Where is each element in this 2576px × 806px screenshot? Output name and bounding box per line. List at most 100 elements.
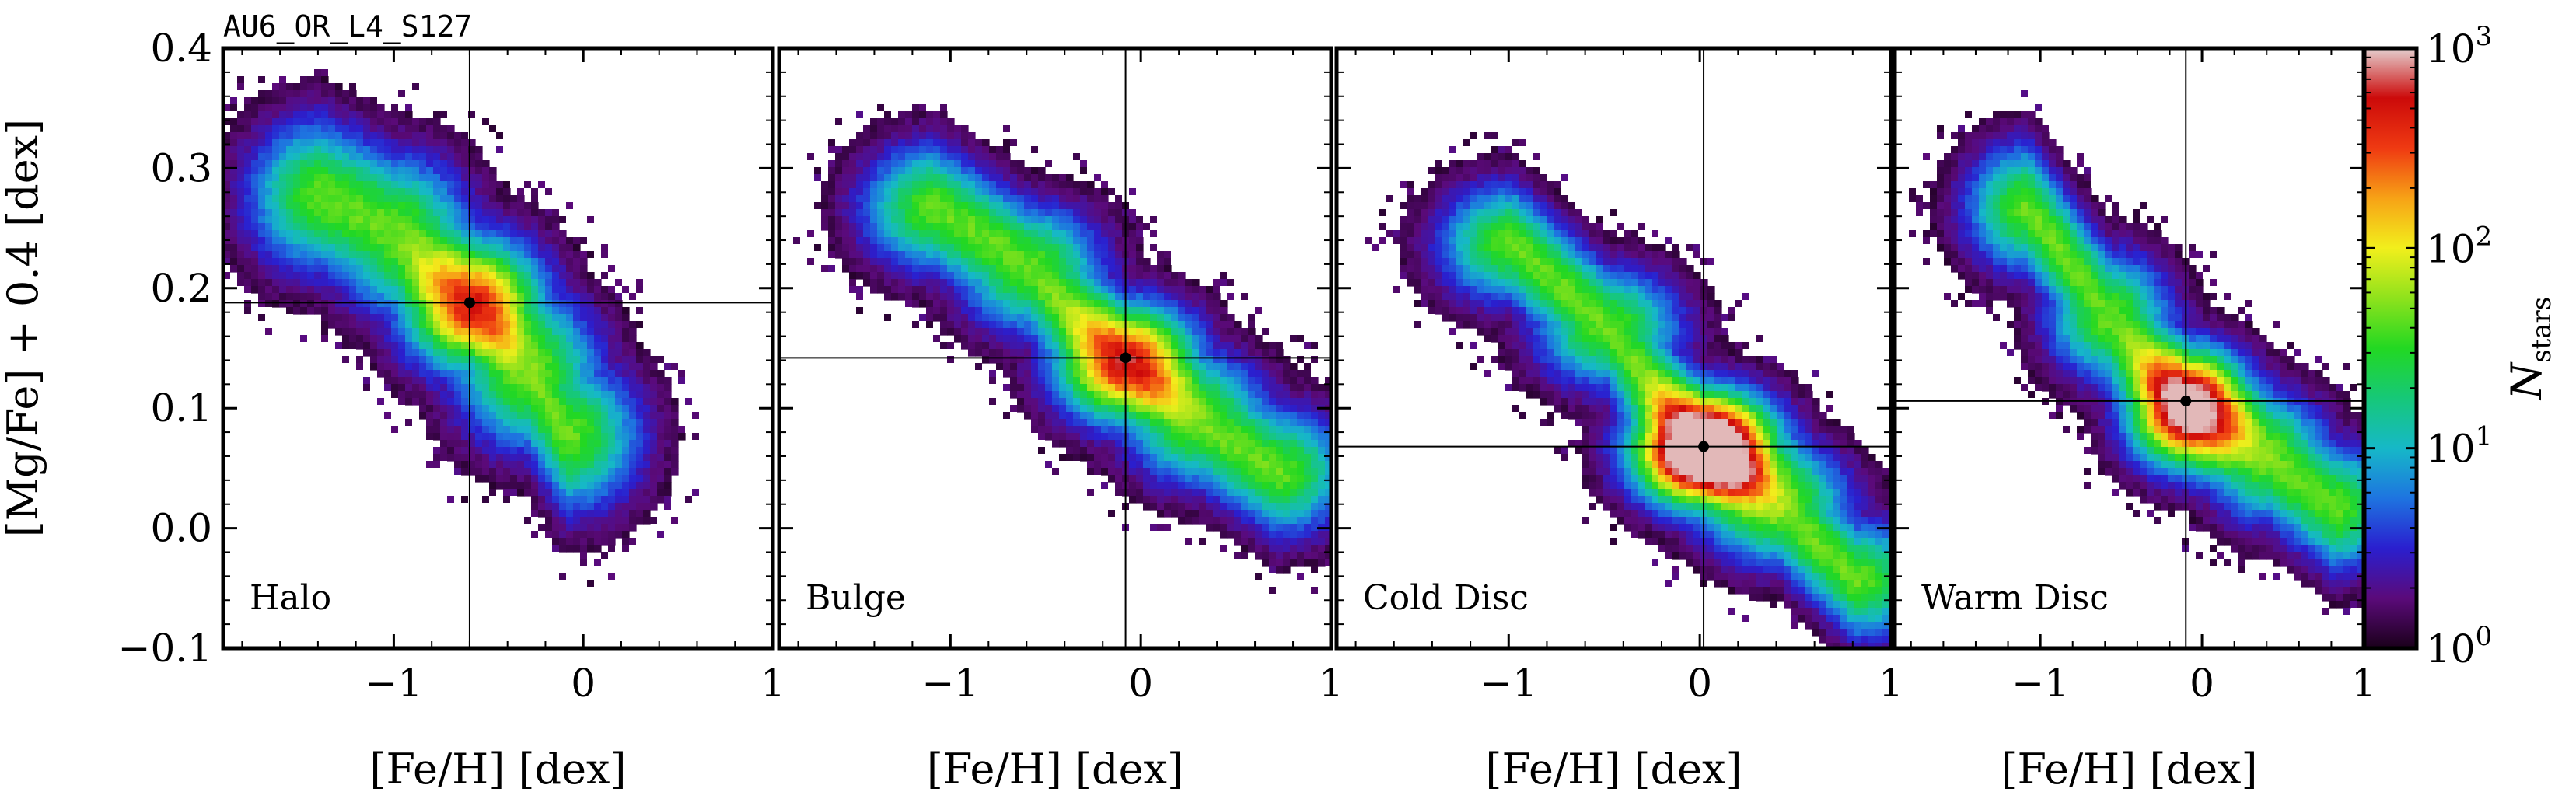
density-cell [940,146,948,154]
density-cell [1052,265,1060,273]
density-cell [447,125,455,133]
density-cell [559,342,567,350]
density-cell [615,461,623,469]
density-cell [545,384,553,392]
density-cell [426,139,434,147]
density-cell [870,237,878,245]
density-cell [1269,461,1277,469]
density-cell [461,349,469,357]
density-cell [898,125,906,133]
density-cell [552,475,560,483]
density-cell [335,293,343,301]
density-cell [891,286,899,294]
density-cell [440,195,448,203]
density-cell [636,377,644,385]
density-cell [426,461,433,468]
density-cell [552,468,560,476]
density-cell [300,111,308,119]
density-cell [587,251,594,258]
density-cell [1234,433,1242,441]
density-cell [258,139,266,147]
density-cell [835,167,843,175]
density-cell [447,153,455,161]
density-cell [919,202,927,210]
density-cell [629,517,637,525]
density-cell [363,118,371,126]
density-cell [884,202,892,210]
density-cell [1255,391,1263,399]
density-cell [433,293,441,301]
density-cell [1066,405,1074,413]
density-cell [489,370,497,378]
density-cell [1206,482,1214,490]
density-cell [1276,356,1284,364]
density-cell [496,433,504,441]
density-cell [1178,405,1186,413]
density-cell [314,97,322,105]
density-cell [1087,363,1095,371]
density-cell [538,503,546,511]
density-cell [1164,503,1172,511]
density-cell [989,314,997,322]
density-cell [1066,223,1074,231]
density-cell [1255,496,1263,504]
density-cell [405,132,413,140]
density-cell [1164,468,1172,476]
density-cell [1220,412,1228,420]
density-cell [1115,209,1123,217]
density-cell [384,188,392,196]
density-cell [1094,335,1102,343]
density-cell [566,307,574,315]
density-cell [671,419,679,427]
density-cell [1171,335,1179,343]
density-cell [412,265,420,273]
density-cell [391,244,399,252]
density-cell [468,314,476,322]
density-cell [335,174,343,182]
density-cell [244,286,251,293]
density-cell [884,111,891,118]
density-cell [1031,279,1039,287]
density-cell [517,223,525,231]
density-cell [842,181,850,189]
density-cell [293,104,301,112]
density-cell [891,181,899,189]
density-cell [461,293,469,301]
density-cell [370,111,378,119]
density-cell [1010,356,1018,364]
density-cell [440,209,448,217]
density-cell [482,447,490,455]
density-cell [891,279,899,287]
density-cell [307,146,315,154]
density-cell [877,265,885,273]
density-cell [510,461,518,469]
density-cell [629,349,637,357]
density-cell [1262,510,1270,518]
density-cell [349,314,357,322]
density-cell [828,160,835,167]
density-cell [468,391,476,399]
density-cell [531,188,538,195]
density-cell [947,160,955,168]
density-cell [1297,440,1305,448]
density-cell [538,440,546,448]
density-cell [461,230,469,238]
density-cell [1241,356,1249,364]
density-cell [370,279,378,287]
density-cell [1031,426,1038,433]
density-cell [1227,517,1235,525]
density-cell [898,286,906,294]
density-cell [1311,496,1319,504]
density-cell [636,454,644,462]
density-cell [1220,461,1228,469]
density-cell [433,160,441,168]
density-cell [1045,223,1053,231]
density-cell [685,398,692,405]
density-cell [272,132,280,140]
density-cell [1094,356,1102,364]
density-cell [1325,461,1331,469]
density-cell [1031,314,1039,322]
density-cell [223,258,230,265]
density-cell [461,328,469,336]
density-cell [258,132,266,140]
